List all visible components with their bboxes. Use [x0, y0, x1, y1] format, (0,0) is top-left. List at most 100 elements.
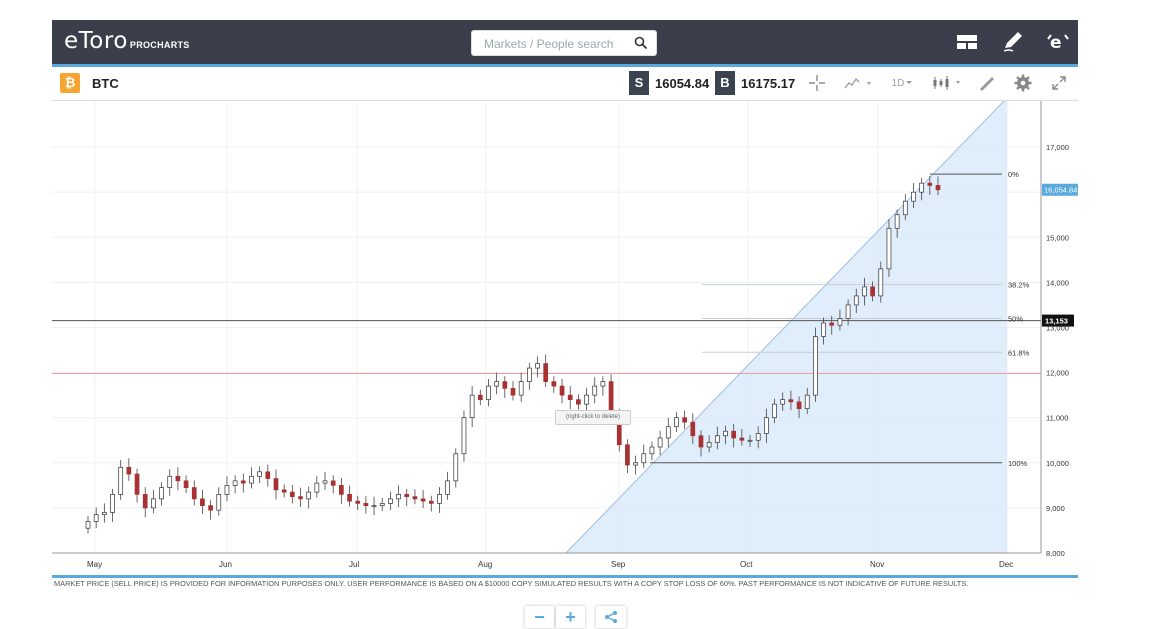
- candle-body: [723, 430, 728, 437]
- fib-level-label: 38.2%: [1008, 281, 1030, 290]
- indicators-icon[interactable]: [842, 71, 876, 95]
- candle-body: [200, 498, 205, 506]
- zoom-out-button[interactable]: −: [525, 606, 554, 628]
- etoro-logo[interactable]: eToro PROCHARTS: [64, 28, 190, 54]
- bitcoin-icon: ₿: [60, 73, 80, 93]
- candle-body: [93, 514, 99, 522]
- candle-body: [543, 363, 549, 382]
- gear-icon[interactable]: [1010, 71, 1036, 95]
- candle-body: [265, 471, 271, 479]
- y-tick-label: 15,000: [1046, 233, 1069, 242]
- current-price-tag: [1042, 183, 1078, 196]
- disclaimer-bar: MARKET PRICE (SELL PRICE) IS PROVIDED FO…: [52, 575, 1078, 593]
- y-tick-label: 13,000: [1046, 323, 1069, 332]
- hline-price-label: 13,153: [1045, 317, 1068, 326]
- candle-body: [461, 417, 467, 455]
- candle-body: [412, 496, 418, 500]
- candle-body: [388, 498, 393, 504]
- candle-body: [559, 385, 565, 396]
- layout-icon[interactable]: [954, 30, 980, 54]
- candle-body: [796, 401, 802, 410]
- buy-price: 16175.17: [741, 75, 796, 91]
- candle-body: [159, 487, 164, 500]
- candle-body: [690, 421, 696, 437]
- candle-body: [682, 417, 687, 423]
- search-input[interactable]: [482, 36, 636, 52]
- candle-body: [428, 500, 434, 504]
- sell-button[interactable]: S 16054.84: [629, 71, 709, 95]
- candle-body: [764, 417, 769, 434]
- candle-body: [314, 482, 320, 493]
- timeframe-select[interactable]: 1D: [885, 71, 921, 95]
- candle-body: [134, 473, 140, 495]
- fib-level-label: 0%: [1008, 170, 1019, 179]
- fullscreen-icon[interactable]: [1046, 71, 1072, 95]
- svg-text:e: e: [1050, 33, 1062, 53]
- candle-body: [175, 475, 181, 482]
- candle-body: [829, 322, 835, 326]
- candle-body: [755, 433, 761, 441]
- sell-price: 16054.84: [655, 75, 710, 91]
- candle-body: [813, 336, 818, 396]
- drawing-tools-icon[interactable]: [974, 71, 1000, 95]
- candle-body: [780, 399, 786, 405]
- candle-body: [649, 446, 655, 455]
- candle-body: [420, 498, 426, 502]
- zoom-in-button[interactable]: +: [556, 606, 585, 628]
- candle-body: [232, 480, 238, 486]
- search-box[interactable]: [471, 30, 657, 56]
- candle-body: [641, 453, 647, 464]
- price-chart[interactable]: 0% 38.2% 50% 61.8% 100% May Jun Jul Aug Sep Oct Nov…: [52, 100, 1078, 628]
- candle-body: [379, 503, 385, 506]
- x-tick-label: Oct: [740, 560, 753, 569]
- candle-body: [404, 494, 410, 497]
- buy-button[interactable]: B 16175.17: [715, 71, 795, 95]
- share-button[interactable]: [596, 606, 626, 628]
- candle-body: [289, 491, 295, 497]
- y-tick-label: 14,000: [1046, 278, 1069, 287]
- x-tick-label: Sep: [611, 560, 626, 569]
- candle-body: [584, 394, 589, 405]
- candle-body: [911, 191, 916, 202]
- candle-body: [698, 435, 704, 448]
- candle-body: [142, 494, 148, 509]
- fib-level-label: 50%: [1008, 314, 1023, 323]
- x-tick-label: Nov: [870, 560, 884, 569]
- candle-body: [567, 394, 573, 401]
- candle-body: [837, 318, 843, 326]
- candle-body: [886, 227, 892, 270]
- etoro-e-icon[interactable]: e: [1045, 30, 1071, 54]
- candle-body: [469, 394, 475, 419]
- candle-body: [902, 200, 908, 216]
- crosshair-icon[interactable]: [804, 71, 830, 95]
- candle-body: [477, 394, 483, 401]
- candle-body: [118, 466, 124, 495]
- candle-body: [298, 496, 303, 500]
- candle-body: [257, 471, 262, 477]
- candle-body: [437, 494, 442, 504]
- logo-subtitle: PROCHARTS: [129, 40, 190, 50]
- candle-body: [633, 462, 638, 466]
- candle-body: [371, 505, 377, 507]
- candle-body: [224, 484, 230, 495]
- hline-price-tag: [1042, 314, 1074, 327]
- fib-trendline: [565, 100, 1005, 554]
- x-tick-label: Dec: [999, 560, 1013, 569]
- y-tick-label: 8,000: [1046, 549, 1065, 558]
- search-icon[interactable]: [634, 36, 648, 50]
- chart-canvas[interactable]: 0% 38.2% 50% 61.8% 100% May Jun Jul Aug Sep Oct Nov…: [52, 100, 1078, 575]
- candle-body: [208, 505, 213, 511]
- candle-body: [804, 394, 810, 410]
- delete-hint: (right-click to delete): [555, 410, 631, 425]
- candle-body: [526, 367, 532, 382]
- candle-body: [674, 417, 679, 428]
- candle-body: [191, 487, 197, 500]
- candle-body: [853, 295, 859, 306]
- pencil-icon[interactable]: [1000, 30, 1026, 54]
- y-tick-label: 11,000: [1046, 414, 1068, 423]
- y-tick-label: 12,000: [1046, 369, 1069, 378]
- chart-type-icon[interactable]: [928, 71, 968, 95]
- candle-body: [347, 494, 352, 502]
- current-price-label: 16,054.84: [1044, 186, 1077, 195]
- candle-body: [821, 322, 826, 337]
